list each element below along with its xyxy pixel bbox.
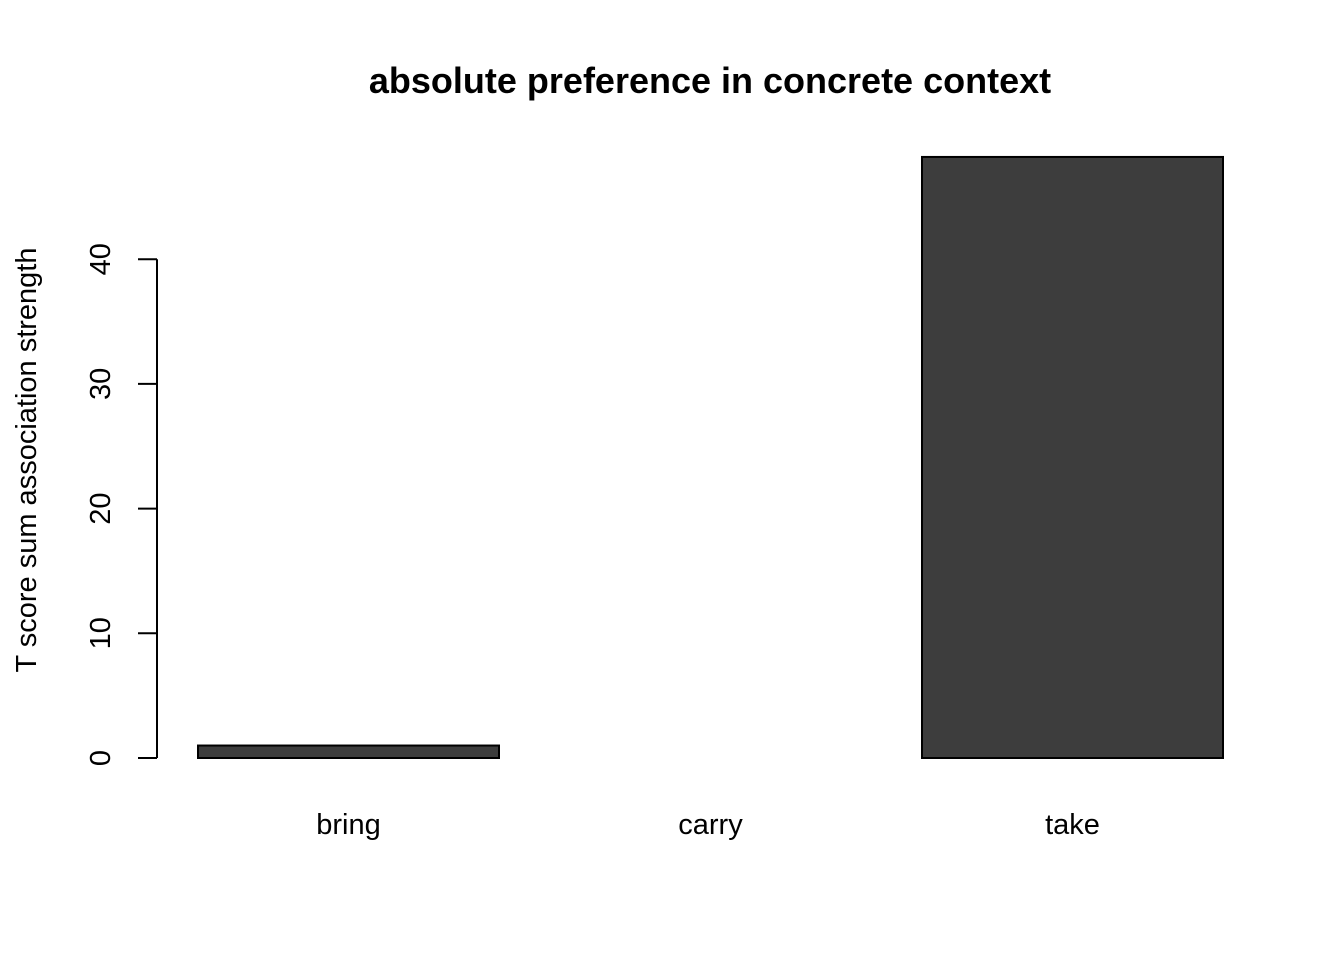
x-axis-labels: bring carry take bbox=[316, 809, 1100, 841]
y-tick-label-20: 20 bbox=[85, 492, 117, 524]
x-tick-label-bring: bring bbox=[316, 809, 381, 841]
y-tick-label-40: 40 bbox=[85, 243, 117, 275]
y-axis: 0 10 20 30 40 bbox=[85, 243, 158, 766]
bar-bring bbox=[197, 744, 500, 760]
y-tick-label-10: 10 bbox=[85, 617, 117, 649]
x-tick-label-carry: carry bbox=[678, 809, 743, 841]
x-tick-label-take: take bbox=[1045, 809, 1100, 841]
chart-title: absolute preference in concrete context bbox=[369, 60, 1051, 101]
bars-group bbox=[197, 155, 1224, 760]
bar-take bbox=[921, 155, 1224, 760]
y-axis-label: T score sum association strength bbox=[11, 248, 43, 673]
y-tick-label-30: 30 bbox=[85, 368, 117, 400]
y-tick-label-0: 0 bbox=[85, 750, 117, 766]
